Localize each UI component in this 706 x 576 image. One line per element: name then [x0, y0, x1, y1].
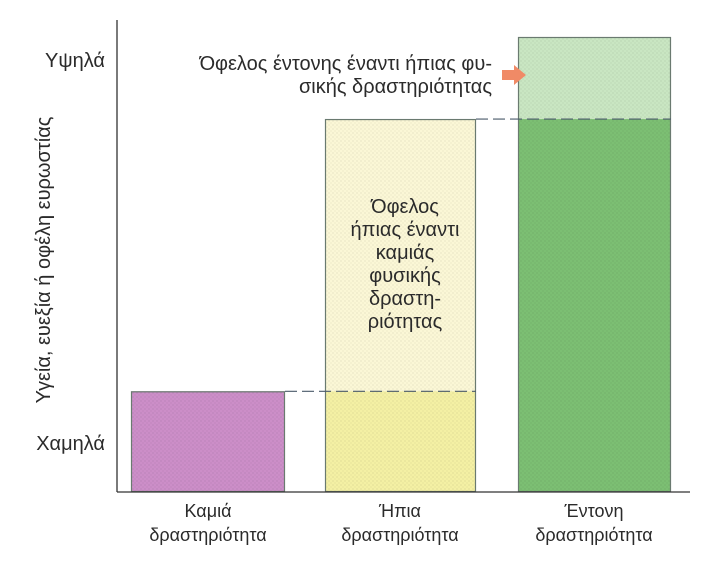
bars-layer — [130, 36, 672, 493]
annotation-mild-line-0: Όφελος — [370, 196, 439, 218]
arrow-icon — [502, 65, 526, 85]
category-label-0-line-1: δραστηριότητα — [149, 525, 266, 545]
category-label-1-line-0: Ήπια — [378, 501, 421, 521]
category-label-1-line-1: δραστηριότητα — [341, 525, 458, 545]
y-tick-label-high: Υψηλά — [45, 50, 105, 72]
bar-none-texture — [131, 391, 285, 492]
annotation-mild-line-1: ήπιας έναντι — [351, 219, 460, 241]
bar-mild-texture — [325, 119, 476, 492]
category-label-0-line-0: Καμιά — [185, 501, 232, 521]
labels-layer: Υψηλά Χαμηλά Υγεία, ευεξία ή οφέλη ευρωστί… — [33, 50, 653, 545]
annotation-mild-line-2: καμιάς — [376, 242, 435, 264]
bar-vigorous-texture — [518, 37, 671, 492]
y-axis-title: Υγεία, ευεξία ή οφέλη ευρωστίας — [33, 116, 55, 403]
category-label-2-line-0: Έντονη — [564, 501, 624, 521]
category-label-2-line-1: δραστηριότητα — [535, 525, 652, 545]
axes-layer — [116, 20, 690, 493]
annotation-vigorous-line-0: Όφελος έντονης έναντι ήπιας φυ- — [199, 53, 492, 75]
annotation-vigorous-line-1: σικής δραστηριότητας — [299, 76, 492, 98]
annotation-mild-line-3: φυσικής — [369, 265, 441, 287]
y-tick-label-low: Χαμηλά — [36, 433, 105, 455]
annotation-mild-line-5: ριότητας — [368, 311, 443, 333]
annotation-mild-line-4: δραστη- — [369, 288, 441, 310]
